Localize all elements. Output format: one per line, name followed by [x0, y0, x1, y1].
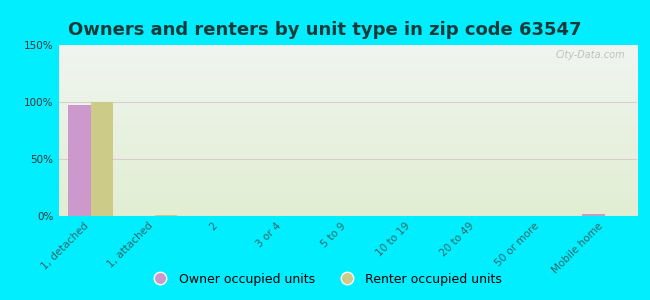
Bar: [68, 105, 90, 216]
Bar: [90, 102, 113, 216]
Legend: Owner occupied units, Renter occupied units: Owner occupied units, Renter occupied un…: [143, 268, 507, 291]
Bar: [582, 214, 605, 216]
Text: City-Data.com: City-Data.com: [556, 50, 625, 60]
Text: Owners and renters by unit type in zip code 63547: Owners and renters by unit type in zip c…: [68, 21, 582, 39]
Bar: [155, 215, 177, 216]
